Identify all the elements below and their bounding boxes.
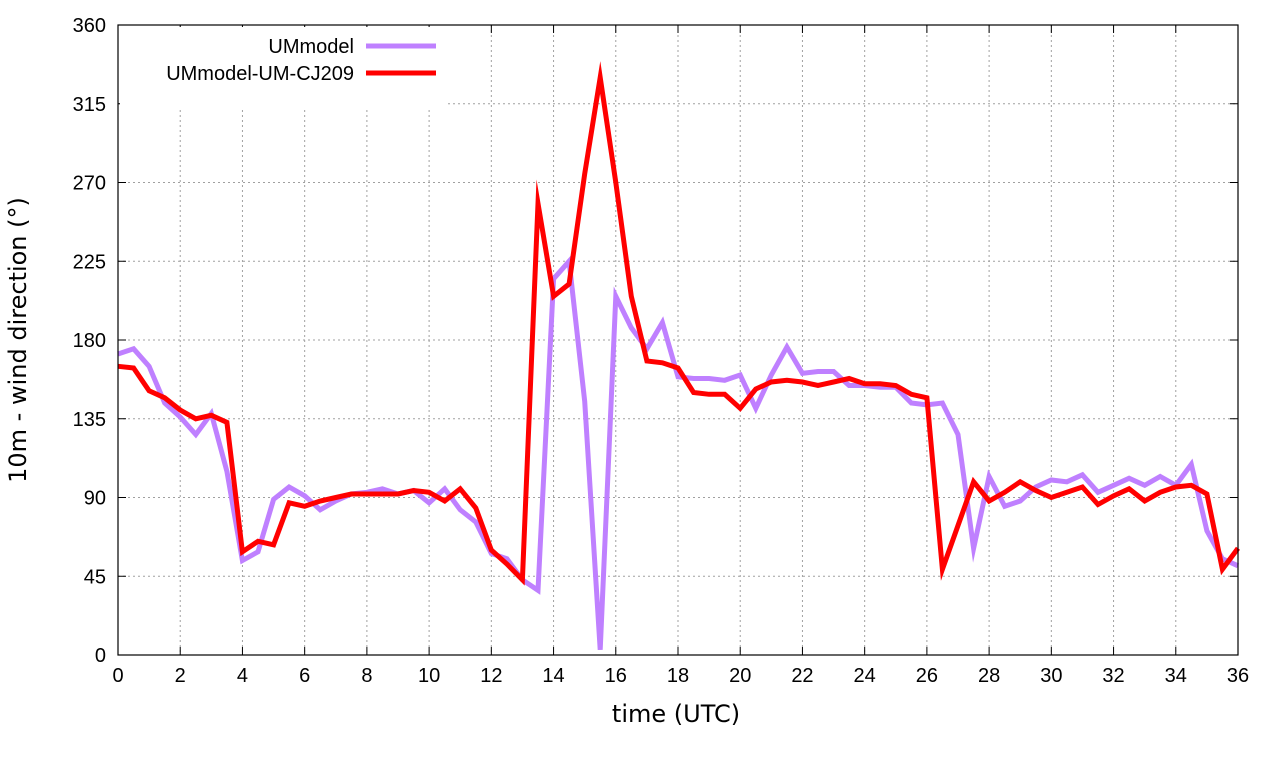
- y-axis-title: 10m - wind direction (°): [4, 197, 32, 483]
- x-tick-label: 36: [1227, 665, 1249, 687]
- y-tick-label: 135: [73, 409, 106, 431]
- grid: [118, 25, 1238, 655]
- x-tick-label: 12: [480, 665, 502, 687]
- y-tick-label: 45: [84, 566, 106, 588]
- x-tick-label: 10: [418, 665, 440, 687]
- x-tick-label: 2: [175, 665, 186, 687]
- y-tick-label: 360: [73, 15, 106, 37]
- x-tick-label: 16: [605, 665, 627, 687]
- y-tick-label: 270: [73, 173, 106, 195]
- legend-label: UMmodel-UM-CJ209: [166, 63, 354, 85]
- x-tick-label: 24: [854, 665, 876, 687]
- series-lines: [117, 61, 1241, 650]
- series-line-ummodel-um-cj209: [117, 61, 1241, 586]
- y-tick-label: 225: [73, 251, 106, 273]
- x-tick-label: 18: [667, 665, 689, 687]
- x-tick-label: 26: [916, 665, 938, 687]
- x-tick-label: 34: [1165, 665, 1187, 687]
- y-tick-label: 315: [73, 94, 106, 116]
- legend-box: [120, 27, 448, 107]
- x-tick-label: 32: [1102, 665, 1124, 687]
- series-line-ummodel: [117, 255, 1240, 650]
- x-tick-label: 6: [299, 665, 310, 687]
- legend: UMmodel UMmodel-UM-CJ209: [120, 27, 448, 107]
- legend-label: UMmodel: [268, 36, 354, 58]
- y-tick-label: 180: [73, 330, 106, 352]
- x-axis-title: time (UTC): [612, 700, 740, 728]
- ticks: 0 2 4 6 8 10 12 14 16 18 20 22 24 26 28 30 32 34 360459013…: [73, 15, 1250, 687]
- x-tick-label: 4: [237, 665, 248, 687]
- x-tick-label: 28: [978, 665, 1000, 687]
- x-tick-label: 8: [361, 665, 372, 687]
- x-tick-label: 0: [112, 665, 123, 687]
- y-tick-label: 90: [84, 488, 106, 510]
- x-tick-label: 14: [542, 665, 564, 687]
- y-tick-label: 0: [95, 645, 106, 667]
- plot-frame: [117, 24, 1239, 656]
- x-tick-label: 30: [1040, 665, 1062, 687]
- x-tick-label: 22: [791, 665, 813, 687]
- x-tick-label: 20: [729, 665, 751, 687]
